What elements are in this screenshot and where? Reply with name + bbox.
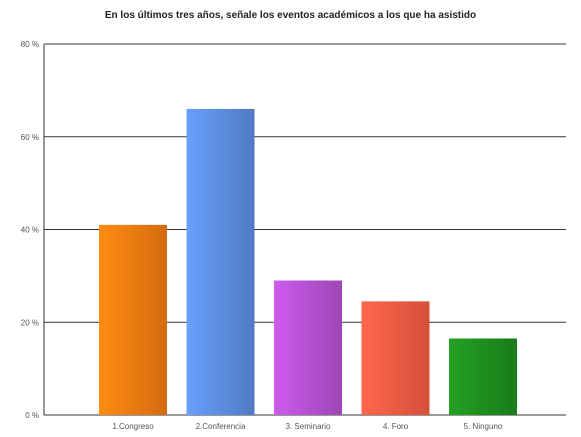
y-tick-label: 20 %: [21, 318, 39, 327]
chart-title: En los últimos tres años, señale los eve…: [104, 10, 477, 21]
y-tick-label: 60 %: [21, 133, 39, 142]
x-tick-label: 4. Foro: [383, 422, 409, 431]
x-tick-label: 5. Ninguno: [464, 422, 503, 431]
y-tick-label: 40 %: [21, 226, 39, 235]
x-tick-label: 3. Seminario: [286, 422, 331, 431]
y-tick-label: 80 %: [21, 40, 39, 49]
bar-2: [186, 108, 255, 416]
y-tick-label: 0 %: [25, 411, 39, 420]
bar-1: [99, 224, 167, 415]
x-tick-label: 2.Conferencia: [196, 422, 246, 431]
x-tick-label: 1.Congreso: [112, 422, 154, 431]
bar-5: [449, 338, 517, 415]
bar-4: [361, 301, 430, 415]
x-axis-ticks: 1.Congreso 2.Conferencia 3. Seminario 4. Fo…: [112, 422, 503, 431]
bar-3: [274, 280, 342, 415]
y-axis-ticks: 0 % 20 % 40 % 60 % 80 %: [21, 40, 39, 420]
bars: [99, 108, 517, 416]
